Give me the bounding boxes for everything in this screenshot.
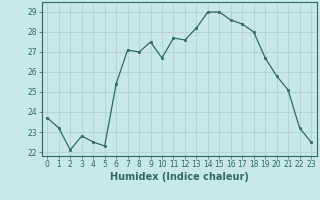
X-axis label: Humidex (Indice chaleur): Humidex (Indice chaleur) — [110, 172, 249, 182]
